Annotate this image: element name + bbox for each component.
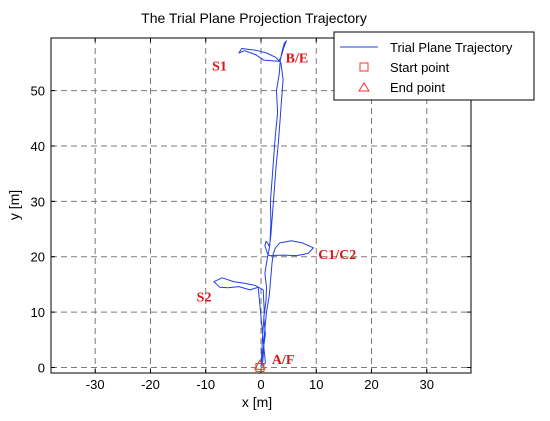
legend: Trial Plane Trajectory Start point End p… (333, 31, 535, 101)
x-tick-label: 0 (257, 377, 264, 392)
annotation-label: S1 (212, 60, 227, 75)
end-point-marker (254, 359, 266, 370)
x-tick-label: -30 (86, 377, 105, 392)
x-tick-label: 30 (420, 377, 434, 392)
legend-entry-trajectory: Trial Plane Trajectory (390, 40, 513, 55)
x-axis-label: x [m] (242, 394, 272, 410)
legend-triangle-marker (358, 82, 370, 92)
legend-entry-start: Start point (390, 60, 450, 75)
plot-area (213, 40, 314, 372)
trajectory-line (213, 40, 314, 368)
annotations: S1 B/E C1/C2 S2 A/F (197, 51, 357, 368)
y-tick-label: 40 (31, 139, 45, 154)
legend-square-marker (359, 62, 369, 72)
axis-ticks: -30 -20 -10 0 10 20 30 0 10 20 30 40 50 (31, 38, 471, 392)
annotation-label: A/F (272, 353, 295, 368)
annotation-label: B/E (286, 51, 309, 66)
y-tick-label: 30 (31, 194, 45, 209)
chart-title: The Trial Plane Projection Trajectory (141, 10, 367, 26)
x-tick-label: 10 (309, 377, 323, 392)
y-tick-label: 50 (31, 84, 45, 99)
annotation-label: C1/C2 (318, 248, 356, 263)
y-axis-label: y [m] (6, 190, 22, 220)
y-tick-label: 20 (31, 250, 45, 265)
annotation-label: S2 (197, 291, 212, 306)
x-tick-label: -10 (196, 377, 215, 392)
x-tick-label: 20 (364, 377, 378, 392)
y-tick-label: 10 (31, 305, 45, 320)
y-tick-label: 0 (38, 360, 45, 375)
legend-entry-end: End point (390, 80, 445, 95)
x-tick-label: -20 (141, 377, 160, 392)
